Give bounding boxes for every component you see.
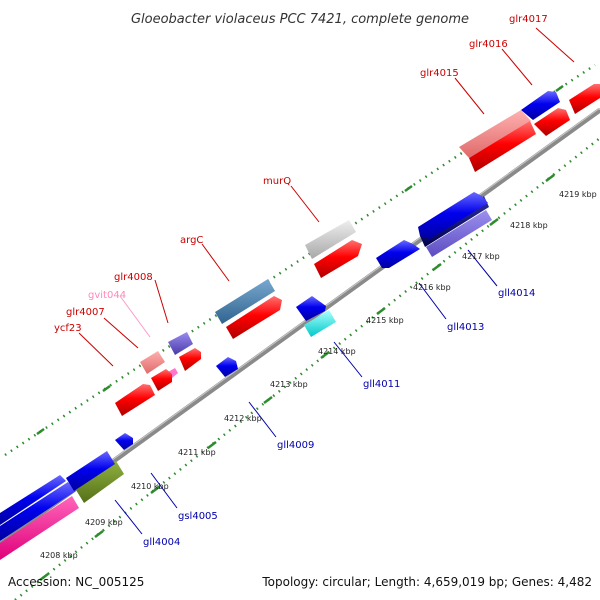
gene-murQ[interactable] (305, 220, 356, 259)
forward-leader-lines (78, 27, 575, 367)
gene-label-gll4011[interactable]: gll4011 (363, 379, 400, 390)
tick-label: 4214 kbp (318, 347, 356, 356)
gene-label-gll4013[interactable]: gll4013 (447, 322, 484, 333)
tick-label: 4217 kbp (462, 252, 500, 261)
gene-argC[interactable] (215, 279, 275, 324)
inner-major-ticks (39, 174, 555, 581)
gene-label-glr4015[interactable]: glr4015 (420, 68, 459, 79)
gene-gll4004[interactable] (0, 482, 76, 541)
gene-gll4011[interactable] (304, 310, 336, 337)
reverse-gene-labels: gll4004 gsl4005 gll4009 gll4011 gll4013 … (143, 288, 535, 548)
tick-label: 4218 kbp (510, 221, 548, 230)
gene-glr4015-red[interactable] (469, 121, 536, 172)
gene-glr4008-red[interactable] (179, 348, 201, 371)
gene-gll4009[interactable] (216, 357, 238, 377)
gene-gll4005-small[interactable] (115, 433, 133, 450)
gene-glr4016[interactable] (534, 108, 570, 136)
gene-argC-red[interactable] (226, 296, 282, 339)
gene-gll4013[interactable] (418, 192, 488, 239)
gene-label-gll4014[interactable]: gll4014 (498, 288, 535, 299)
tick-label: 4209 kbp (85, 518, 123, 527)
tick-label: 4208 kbp (40, 551, 78, 560)
tick-label: 4215 kbp (366, 316, 404, 325)
gene-label-glr4008[interactable]: glr4008 (114, 272, 153, 283)
gene-ycf23-small[interactable] (151, 369, 172, 391)
gene-gll4014[interactable] (426, 210, 492, 257)
gene-gsl4005[interactable] (76, 461, 124, 503)
gene-label-murQ[interactable]: murQ (263, 176, 291, 187)
gene-label-glr4017[interactable]: glr4017 (509, 14, 548, 25)
gene-label-argC[interactable]: argC (180, 235, 203, 246)
tick-label: 4211 kbp (178, 448, 216, 457)
gene-label-gll4004[interactable]: gll4004 (143, 537, 180, 548)
forward-gene-labels: ycf23 glr4007 gvit044 glr4008 argC murQ … (54, 14, 548, 334)
gene-label-glr4016[interactable]: glr4016 (469, 39, 508, 50)
tick-label: 4219 kbp (559, 190, 597, 199)
gene-label-glr4007[interactable]: glr4007 (66, 307, 105, 318)
gene-label-gvit044[interactable]: gvit044 (88, 290, 126, 301)
tick-label: 4210 kbp (131, 482, 169, 491)
tick-label: 4216 kbp (413, 283, 451, 292)
gene-glr4008[interactable] (168, 332, 193, 355)
gene-pink-pseudo[interactable] (0, 496, 79, 560)
gene-ycf23[interactable] (115, 384, 155, 416)
tick-label: 4212 kbp (224, 414, 262, 423)
gene-label-gll4009[interactable]: gll4009 (277, 440, 314, 451)
map-title: Gloeobacter violaceus PCC 7421, complete… (131, 12, 469, 27)
gene-glr4007[interactable] (140, 351, 165, 374)
kbp-tick-labels: 4208 kbp 4209 kbp 4210 kbp 4211 kbp 4212… (40, 190, 597, 560)
gene-gll4012[interactable] (376, 240, 420, 268)
gvit044-leader (119, 295, 151, 338)
gene-glr4015[interactable] (459, 110, 531, 158)
accession-label: Accession: NC_005125 (8, 575, 144, 589)
reverse-leader-lines (114, 249, 498, 535)
gene-label-ycf23[interactable]: ycf23 (54, 323, 82, 334)
gene-glr4016-blue[interactable] (521, 91, 560, 120)
gene-red-bottom-left[interactable] (0, 475, 66, 525)
gene-glr4017[interactable] (569, 84, 600, 114)
tick-label: 4213 kbp (270, 380, 308, 389)
gene-label-gsl4005[interactable]: gsl4005 (178, 511, 218, 522)
gene-murQ-red[interactable] (314, 240, 362, 278)
gene-gll4004-top[interactable] (66, 451, 115, 491)
gene-gll4011-blue[interactable] (296, 296, 326, 321)
genome-summary: Topology: circular; Length: 4,659,019 bp… (261, 575, 592, 589)
